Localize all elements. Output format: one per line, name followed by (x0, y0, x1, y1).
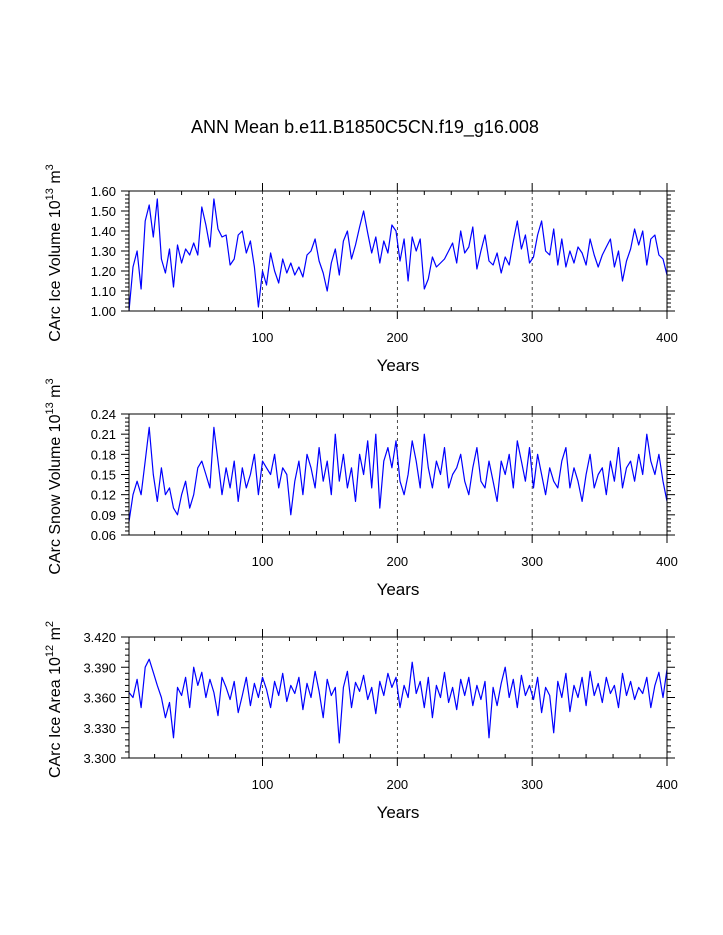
y-tick-label: 1.20 (91, 264, 116, 279)
y-tick-label: 1.10 (91, 284, 116, 299)
x-tick-label: 300 (521, 554, 543, 569)
y-tick-label: 0.18 (91, 447, 116, 462)
y-axis-label-unit: m (47, 170, 64, 188)
y-axis-label-unit-exp: 2 (44, 621, 56, 627)
y-tick-label: 0.09 (91, 508, 116, 523)
x-tick-label: 200 (386, 777, 408, 792)
data-series-line (128, 658, 668, 744)
x-axis-label: Years (377, 580, 420, 599)
y-axis-label-unit-exp: 3 (44, 164, 56, 170)
y-tick-label: 3.360 (83, 691, 116, 706)
y-tick-label: 3.300 (83, 751, 116, 766)
plot-frame (128, 413, 668, 536)
x-axis-label: Years (377, 803, 420, 822)
y-axis-label-exp: 13 (44, 402, 56, 414)
y-tick-label: 1.60 (91, 184, 116, 199)
y-tick-label: 1.00 (91, 304, 116, 319)
y-axis-label: CArc Ice Area 1012 m2 (44, 621, 64, 778)
plot-frame (128, 190, 668, 312)
figure-title: ANN Mean b.e11.B1850C5CN.f19_g16.008 (191, 117, 539, 138)
x-tick-label: 100 (252, 330, 274, 345)
y-axis-label: CArc Snow Volume 1013 m3 (44, 378, 64, 574)
x-tick-label: 400 (656, 554, 678, 569)
x-tick-label: 300 (521, 330, 543, 345)
y-tick-label: 0.21 (91, 427, 116, 442)
data-series-line (128, 198, 668, 312)
x-tick-label: 400 (656, 330, 678, 345)
y-tick-label: 0.06 (91, 528, 116, 543)
y-tick-label: 3.390 (83, 660, 116, 675)
y-axis-label-main: CArc Ice Volume 10 (47, 200, 64, 342)
data-series-line (128, 426, 668, 522)
y-tick-label: 3.330 (83, 721, 116, 736)
y-axis-label-unit: m (47, 627, 64, 645)
ice-volume-panel: 100 200 300 400 1.00 1.10 1.20 1.30 1.40 1.50 1.60… (44, 164, 678, 375)
x-tick-label: 400 (656, 777, 678, 792)
y-axis-label: CArc Ice Volume 1013 m3 (44, 164, 64, 342)
y-tick-label: 0.24 (91, 407, 116, 422)
x-tick-label: 100 (252, 777, 274, 792)
y-tick-label: 1.50 (91, 204, 116, 219)
x-axis-label: Years (377, 356, 420, 375)
y-axis-label-main: CArc Ice Area 10 (47, 657, 64, 778)
y-axis-label-unit-exp: 3 (44, 378, 56, 384)
y-tick-label: 0.12 (91, 488, 116, 503)
y-axis-label-main: CArc Snow Volume 10 (47, 414, 64, 574)
y-axis-label-exp: 12 (44, 645, 56, 657)
y-axis-label-exp: 13 (44, 188, 56, 200)
y-tick-label: 3.420 (83, 630, 116, 645)
y-axis-label-unit: m (47, 385, 64, 403)
y-tick-label: 0.15 (91, 468, 116, 483)
x-tick-label: 200 (386, 330, 408, 345)
x-tick-label: 200 (386, 554, 408, 569)
x-tick-label: 100 (252, 554, 274, 569)
ice-area-panel: 100 200 300 400 3.300 3.330 3.360 3.390 3.420 Yea… (44, 621, 678, 822)
y-tick-label: 1.40 (91, 224, 116, 239)
x-tick-label: 300 (521, 777, 543, 792)
y-tick-label: 1.30 (91, 244, 116, 259)
snow-volume-panel: 100 200 300 400 0.06 0.09 0.12 0.15 0.18 0.21 0.24… (44, 378, 678, 599)
plot-frame (128, 636, 668, 759)
